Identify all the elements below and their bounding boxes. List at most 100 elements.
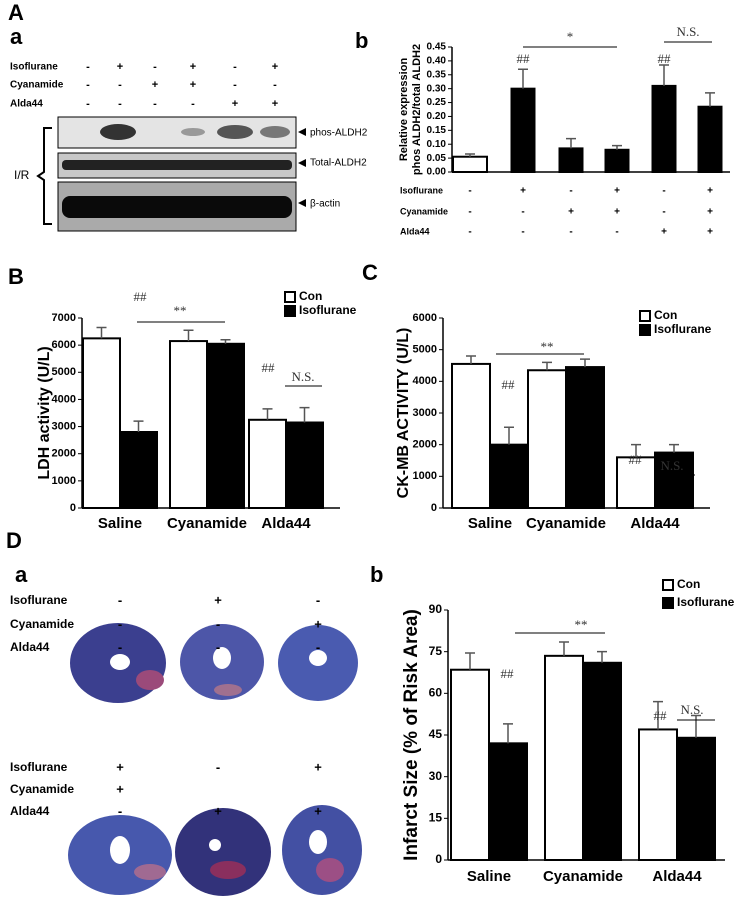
bar <box>451 362 491 509</box>
bar <box>82 337 121 509</box>
treatment-sign: + <box>314 616 322 631</box>
y-tick-label: 5000 <box>413 344 437 356</box>
treatment-sign: + <box>190 79 196 91</box>
x-tick-label: Saline <box>468 515 512 532</box>
treatment-name: Isoflurane <box>10 760 68 774</box>
treatment-sign: + <box>614 207 620 218</box>
error-bar <box>705 92 715 107</box>
y-tick-label: 90 <box>429 602 443 616</box>
x-tick-label: Cyanamide <box>543 868 623 885</box>
bar <box>616 456 656 510</box>
treatment-sign: + <box>272 98 278 110</box>
error-bar <box>659 64 669 86</box>
band-label: phos-ALDH2 <box>310 128 368 139</box>
bar <box>452 155 488 174</box>
treatment-sign: + <box>568 207 574 218</box>
treatment-sign: + <box>214 803 222 818</box>
error-bar <box>612 144 622 150</box>
x-tick-label: Cyanamide <box>167 515 247 532</box>
error-bar <box>669 443 679 453</box>
treatment-sign: + <box>707 207 713 218</box>
panel-label: b <box>370 562 383 587</box>
bar <box>604 148 630 173</box>
panel-label: C <box>362 260 378 285</box>
treatment-name: Alda44 <box>400 226 430 236</box>
y-tick-label: 1000 <box>52 475 76 487</box>
treatment-sign: + <box>707 227 713 238</box>
treatment-sign: - <box>662 207 665 218</box>
error-bar <box>183 329 194 342</box>
y-axis-label: Relative expression <box>398 58 410 162</box>
bar <box>676 736 716 861</box>
legend-label: Con <box>299 289 322 303</box>
error-bar <box>220 338 231 344</box>
treatment-sign: + <box>232 98 238 110</box>
annotation: ## <box>629 452 643 467</box>
bar <box>489 443 529 509</box>
y-tick-label: 0.00 <box>427 167 447 178</box>
treatment-sign: - <box>468 186 471 197</box>
y-tick-label: 7000 <box>52 312 76 324</box>
legend-swatch <box>284 305 296 317</box>
y-tick-label: 0 <box>431 502 437 514</box>
treatment-sign: - <box>273 79 277 91</box>
bar <box>488 742 528 861</box>
y-axis-label: LDH activity (U/L) <box>36 346 53 479</box>
legend-label: Isoflurane <box>299 303 357 317</box>
y-tick-label: 0.20 <box>427 111 447 122</box>
treatment-sign: + <box>116 759 124 774</box>
treatment-name: Cyanamide <box>10 80 64 91</box>
x-tick-label: Cyanamide <box>526 515 606 532</box>
y-tick-label: 75 <box>429 644 443 658</box>
y-tick-label: 3000 <box>413 407 437 419</box>
error-bar <box>466 355 476 364</box>
x-tick-label: Saline <box>467 868 511 885</box>
band-label: Total-ALDH2 <box>310 158 367 169</box>
y-tick-label: 1000 <box>413 470 437 482</box>
y-tick-label: 3000 <box>52 420 76 432</box>
annotation: ## <box>654 708 668 723</box>
annotation: N.S. <box>680 702 703 717</box>
treatment-sign: - <box>316 639 320 654</box>
annotation: ## <box>658 51 672 66</box>
y-tick-label: 60 <box>429 686 443 700</box>
treatment-sign: - <box>569 227 572 238</box>
y-tick-label: 0 <box>435 852 442 866</box>
x-tick-label: Saline <box>98 515 142 532</box>
annotation: ** <box>174 303 187 318</box>
bar <box>638 728 678 862</box>
treatment-sign: - <box>216 616 220 631</box>
error-bar <box>133 420 144 432</box>
y-tick-label: 0.30 <box>427 83 447 94</box>
y-tick-label: 45 <box>429 727 443 741</box>
y-tick-label: 0.35 <box>427 69 447 80</box>
error-bar <box>503 723 513 744</box>
treatment-sign: - <box>662 186 665 197</box>
y-tick-label: 0.15 <box>427 125 447 136</box>
treatment-sign: - <box>86 61 90 73</box>
y-tick-label: 6000 <box>413 312 437 324</box>
error-bar <box>518 68 528 89</box>
bar <box>558 147 584 173</box>
treatment-name: Cyanamide <box>400 206 448 216</box>
bar <box>582 661 622 861</box>
annotation: ## <box>517 51 531 66</box>
treatment-sign: - <box>316 592 320 607</box>
treatment-name: Alda44 <box>10 640 50 654</box>
treatment-name: Isoflurane <box>10 62 58 73</box>
bar <box>285 421 324 509</box>
annotation: ## <box>262 360 276 375</box>
treatment-sign: - <box>216 759 220 774</box>
western-blot <box>36 116 306 232</box>
error-bar <box>542 361 552 371</box>
y-tick-label: 15 <box>429 811 443 825</box>
y-tick-label: 0.05 <box>427 153 447 164</box>
y-tick-label: 0.10 <box>427 139 447 150</box>
panel-label: A <box>8 0 24 25</box>
y-tick-label: 5000 <box>52 366 76 378</box>
legend-swatch <box>639 324 651 336</box>
treatment-sign: + <box>520 186 526 197</box>
error-bar <box>580 358 590 368</box>
annotation: N.S. <box>660 458 683 473</box>
